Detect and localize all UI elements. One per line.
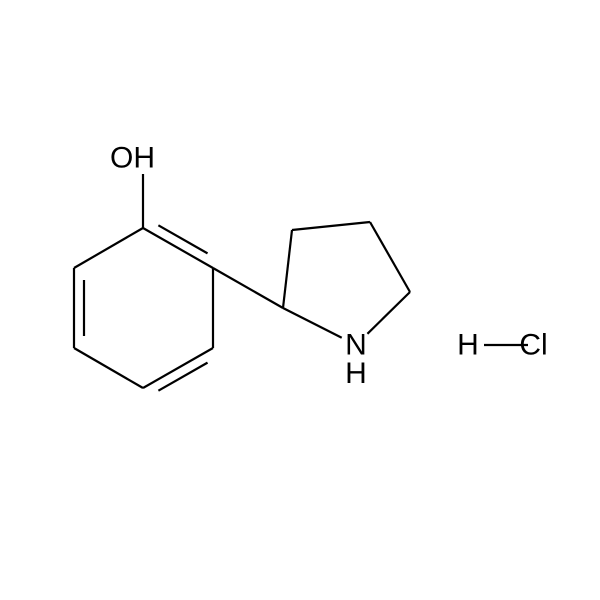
atom-layer: OHNHHCl [110, 142, 548, 391]
atom-label-cl: Cl [519, 329, 547, 362]
bond-line [370, 222, 410, 292]
bond-line [143, 228, 213, 268]
atom-label-o1: OH [110, 142, 155, 175]
bond-line [292, 222, 370, 230]
bond-line [74, 348, 143, 388]
bond-line [283, 308, 342, 338]
bond-line [158, 225, 207, 253]
bond-line [74, 228, 143, 268]
bond-line [283, 230, 292, 308]
atom-h-p5: H [345, 357, 367, 390]
bond-line [158, 363, 207, 391]
molecule-diagram: OHNHHCl [0, 0, 600, 600]
atom-label-h: H [457, 329, 479, 362]
bond-line [143, 348, 213, 388]
bond-line [213, 268, 283, 308]
bond-line [367, 292, 410, 334]
